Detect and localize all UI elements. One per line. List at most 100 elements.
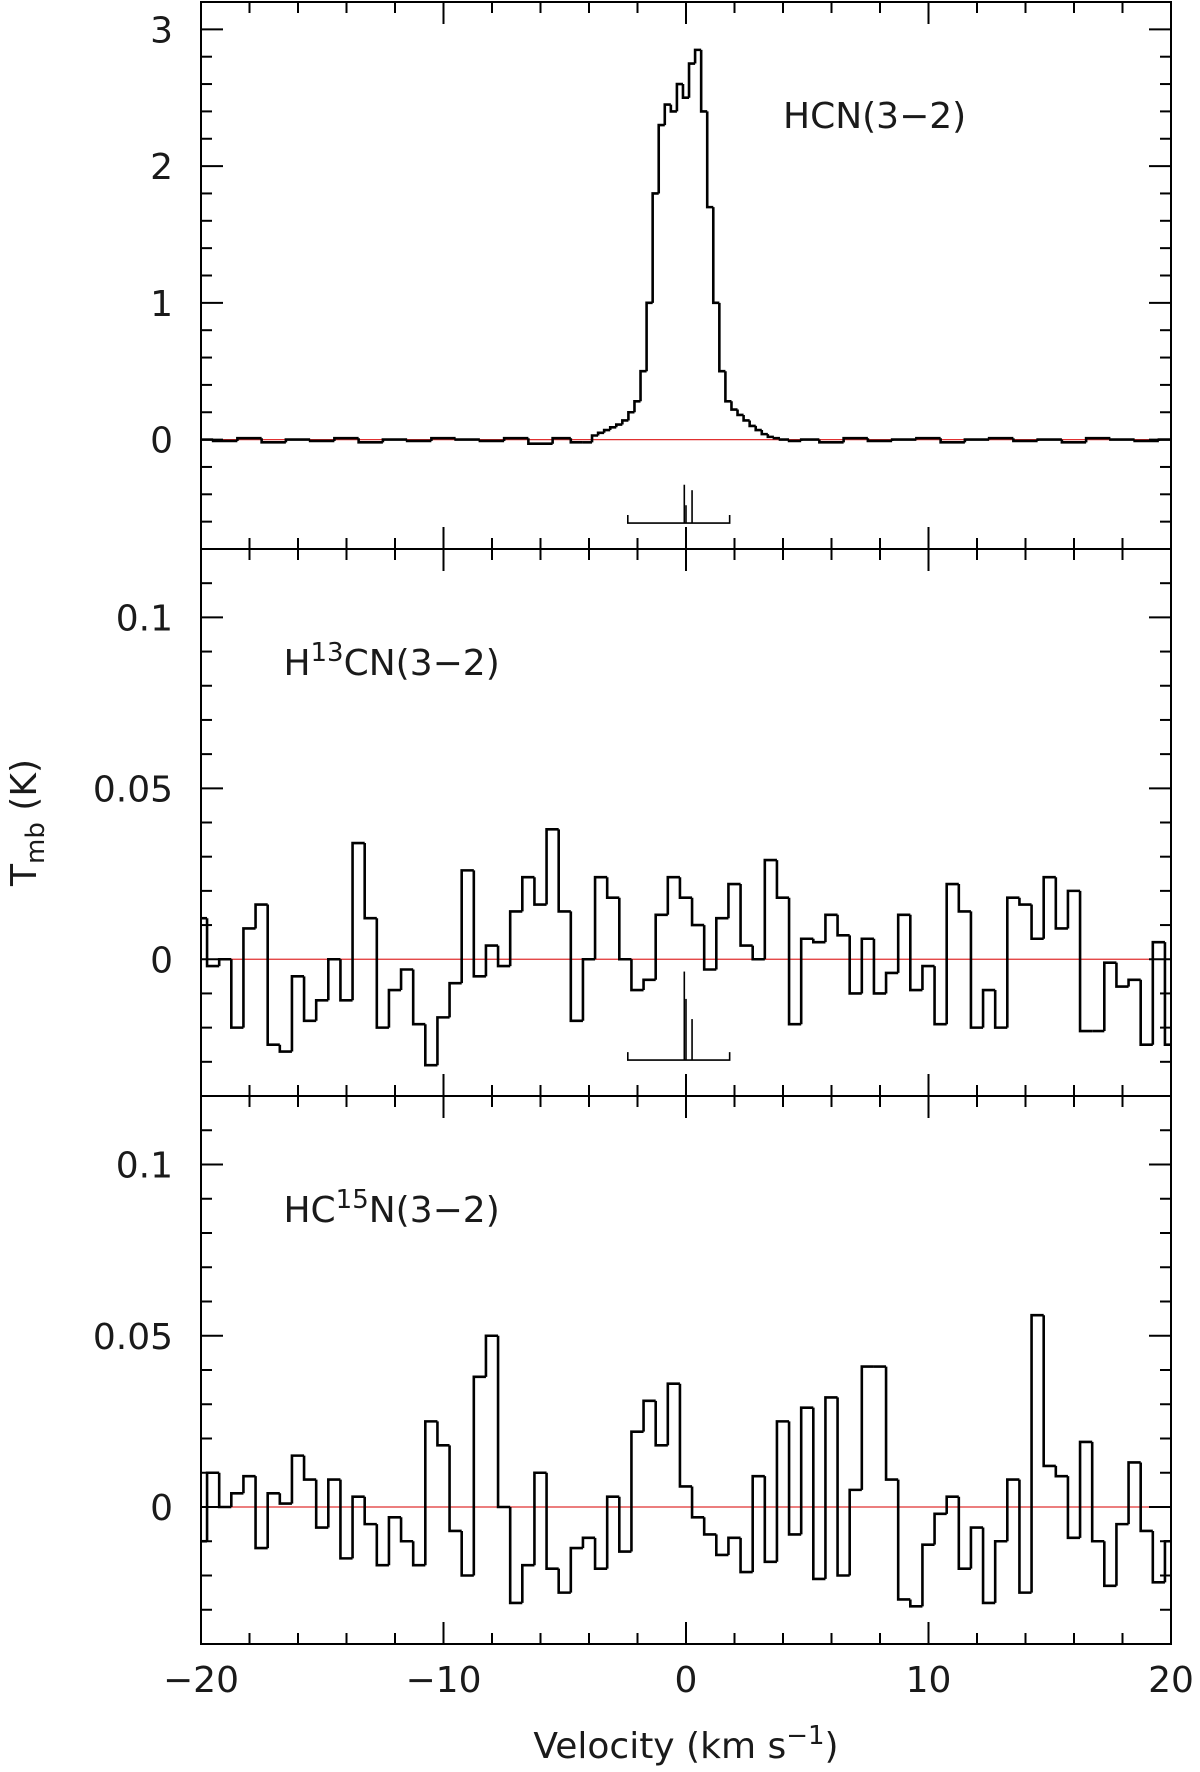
spectrum-step [651,192,659,303]
spectrum-step [405,439,432,443]
spectrum-step [824,913,838,943]
spectrum-step [545,828,559,905]
spectrum-step [742,414,750,422]
spectrum-step [254,903,268,929]
spectrum-step [705,111,714,209]
label-part: T [4,863,45,887]
y-tick-label: 0.1 [116,1146,173,1187]
spectrum-step [1042,875,1056,939]
spectrum-step [254,1476,268,1550]
spectrum-step [969,1526,984,1569]
spectrum-step [472,870,486,978]
spectrum-step [1066,889,1081,929]
spectrum-step [1018,1479,1032,1594]
spectrum-step [527,438,553,446]
spectrum-step [760,430,768,436]
spectrum-step [775,860,790,900]
spectrum-step [290,975,305,1052]
spectrum-step [1030,1313,1044,1593]
spectrum-step [751,1474,765,1573]
spectrum-step [569,1546,583,1593]
spectrum-step [230,1492,244,1507]
spectrum-step [909,1599,923,1608]
spectrum-step [521,875,535,912]
spectrum-step [702,925,717,971]
spectrum-step [217,1472,232,1509]
spectrum-step [739,884,753,947]
x-axis-label: Velocity (km s−1) [533,1721,838,1767]
spectrum-step [639,369,647,402]
spectrum-step [424,1420,438,1566]
label-part: HCN(3−2) [783,96,966,137]
x-tick-label: 0 [675,1660,698,1701]
spectrum-step [727,1536,741,1555]
spectrum-step [675,82,683,112]
spectrum-step [818,439,844,444]
spectrum-step [1006,896,1020,1028]
spectrum-step [1090,1441,1105,1543]
spectrum-step [799,1406,814,1535]
spectrum-step [478,439,505,443]
spectrum-step [496,945,511,968]
spectrum-step [302,976,317,1023]
spectrum-step [569,438,583,444]
spectrum-step [242,927,256,1028]
spectrum-step [363,1496,377,1526]
spectrum-step [1066,1476,1081,1540]
spectrum-step [1042,1315,1056,1468]
spectrum-step [1163,1539,1171,1583]
spectrum-step [787,897,802,1026]
spectrum-step [921,1543,935,1607]
spectrum-step [284,438,311,443]
spectrum-step [778,438,790,441]
spectrum-step [581,1536,596,1549]
spectrum-step [1139,1462,1153,1533]
spectrum-step [621,419,629,425]
spectrum-step [666,875,680,915]
plot-frame [200,1,1172,550]
spectrum-step [1060,439,1087,444]
spectrum-step [339,1479,353,1560]
spectrum-step [812,938,826,944]
spectrum-step [351,1495,365,1559]
spectrum-step [1127,978,1141,987]
spectrum-step [848,1488,862,1576]
spectrum-step [1163,942,1171,1047]
spectrum-step [690,897,705,927]
spectrum-step [1078,1440,1093,1538]
spectrum-step [945,882,959,1025]
label-part: Velocity (km s [533,1726,786,1767]
y-tick-label: 0 [150,940,173,981]
spectrum-step [593,1537,608,1570]
spectrum-step [1115,1522,1129,1586]
spectrum-step [236,436,262,441]
spectrum-step [739,1537,753,1574]
spectrum-step [205,1471,220,1542]
spectrum-step [969,911,984,1029]
spectrum-step [884,1366,899,1481]
spectrum-step [557,1568,571,1594]
spectrum-step [211,439,238,443]
panel-label: H13CN(3−2) [283,638,499,684]
spectrum-step [945,1495,959,1514]
spectrum-step [590,434,599,443]
panel-label: HCN(3−2) [783,96,966,137]
spectrum-step [963,438,990,443]
label-part: CN(3−2) [344,643,500,684]
spectrum-step [242,1474,256,1494]
spectrum-step [533,1471,547,1566]
spectrum-step [939,438,965,444]
spectrum-step [766,434,774,439]
spectrum-step [1139,979,1153,1047]
spectrum-step [748,420,756,428]
spectrum-step [1103,1541,1117,1588]
spectrum-step [569,911,583,1023]
spectrum-step [545,1472,559,1570]
spectrum-step [860,937,874,994]
spectrum-step [987,436,1014,440]
spectrum-step [633,400,641,413]
spectrum-step [666,1382,680,1446]
spectrum-step [824,1396,838,1579]
spectrum-step [333,436,359,441]
spectrum-step [614,423,623,428]
